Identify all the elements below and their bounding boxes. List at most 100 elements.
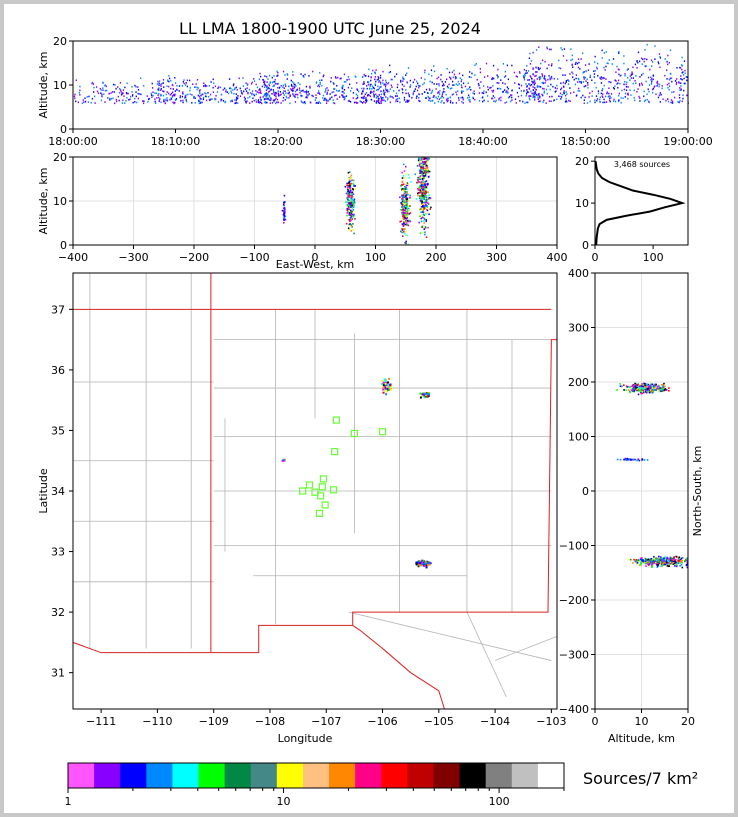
time-height-point [363,97,366,99]
time-height-point [549,88,551,91]
east-west-point [418,177,421,180]
time-height-point [644,48,646,51]
time-height-point [176,84,178,87]
east-west-point [402,225,405,227]
time-height-point [220,93,223,96]
time-height-point [377,77,380,79]
time-height-point [259,96,262,99]
time-height-point [447,86,449,89]
time-height-point [82,99,84,101]
time-height-point [386,89,389,91]
time-height-point [529,75,531,77]
north-south-point [643,391,645,394]
east-west-point [426,171,428,174]
time-height-point [372,93,375,95]
east-west-point [424,163,426,165]
time-height-point [584,96,586,99]
time-height-point [556,84,558,87]
time-height-point [627,86,629,88]
time-height-point [437,92,439,94]
time-height-point [505,101,508,103]
east-west-point [347,186,350,188]
time-height-point [263,81,265,83]
east-west-point [419,215,421,218]
time-height-point [77,101,80,104]
time-height-point [302,74,304,77]
time-height-point [541,59,544,62]
time-height-point [365,98,367,101]
time-height-point [594,69,597,72]
time-height-point [497,75,499,78]
east-west-point [425,236,428,239]
time-height-point [315,94,317,96]
time-height-point [645,65,647,67]
time-height-point [128,98,130,101]
plan-view-ylabel: Latitude [37,468,50,514]
east-west-point [403,222,406,224]
north-south-ytick-label: 200 [568,376,589,389]
time-height-point [246,84,249,86]
east-west-point [348,179,351,182]
time-height-point [617,86,619,89]
east-west-point [347,192,349,195]
time-height-point [319,81,321,84]
time-height-point [294,83,296,86]
east-west-point [406,211,409,214]
time-height-point [205,99,208,102]
time-height-point [474,74,476,76]
time-height-point [667,100,670,103]
time-height-point [418,93,421,96]
north-south-point [665,563,668,565]
north-south-point [665,389,668,391]
time-height-point [306,96,308,99]
time-height-point [387,82,389,85]
time-height-point [678,101,680,104]
time-height-point [631,71,633,74]
time-height-point [552,85,554,88]
east-west-point [423,175,425,177]
north-south-point [658,388,661,391]
east-west-point [407,199,409,202]
east-west-point [422,167,425,169]
north-south-point [640,563,642,566]
time-height-point [659,55,661,58]
time-height-point [498,82,500,84]
time-height-point [159,98,161,100]
time-height-point [352,97,354,99]
time-height-point [270,97,272,100]
east-west-point [421,226,423,228]
plan-view-source [383,378,386,381]
time-height-point [431,91,433,94]
time-height-point [591,90,593,93]
east-west-point [423,222,425,224]
time-height-point [541,82,543,84]
north-south-point [657,390,660,392]
time-height-point [386,90,389,93]
time-height-point [597,74,599,77]
time-height-point [649,68,651,71]
lma-station-marker [332,416,340,424]
plan-view-ytick-label: 35 [51,424,65,437]
time-height-point [245,90,248,93]
east-west-point [418,168,421,171]
time-height-point [429,80,431,83]
time-height-point [94,102,96,104]
time-height-point [293,86,296,88]
time-height-point [90,101,92,104]
north-south-point [671,561,674,563]
north-south-point [664,561,666,564]
time-height-point [594,99,596,101]
time-height-point [538,85,540,88]
north-south-point [640,562,642,565]
time-height-point [266,93,268,96]
time-height-point [603,98,605,101]
time-height-point [181,85,184,87]
time-height-point [500,79,502,81]
time-height-point [506,86,509,88]
time-height-point [419,100,421,103]
north-south-point [643,383,646,385]
time-height-point [451,93,454,96]
time-height-point [79,89,81,92]
time-height-point [158,100,160,102]
time-height-point [118,91,121,94]
